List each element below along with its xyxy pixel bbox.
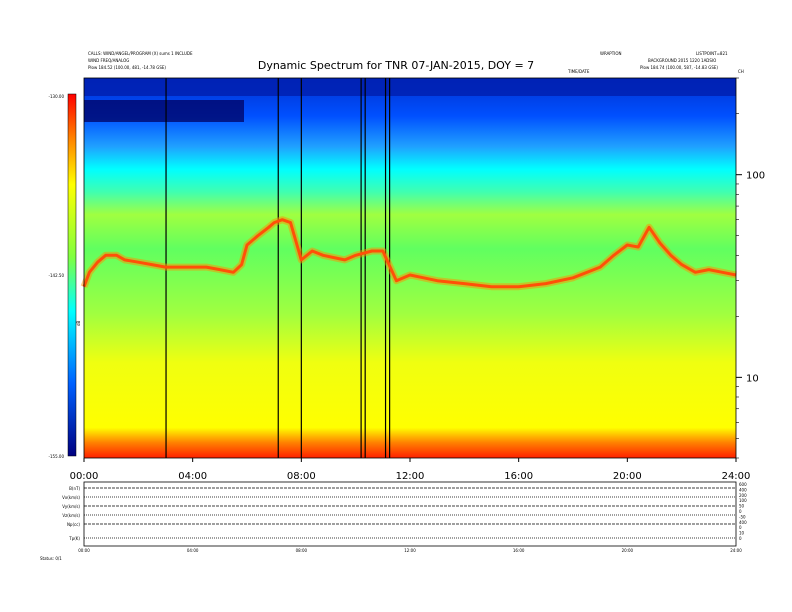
lower-footer: Status: 0/1: [40, 556, 62, 561]
lower-right-label-0: 600: [739, 482, 747, 487]
lower-row-label-4: Np(cc): [67, 522, 80, 527]
lower-right-label-7: 400: [739, 520, 747, 525]
header-center-small: TIME/DATE: [567, 69, 590, 74]
lower-x-tick-label-4: 16:00: [513, 548, 525, 553]
x-tick-label-5: 20:00: [613, 471, 642, 482]
colorbar-tick-top: -130.00: [49, 94, 65, 99]
lower-right-label-9: 10: [739, 531, 745, 536]
header-left-line-3: Plow 184.52 (100.00, 481, -14.78 GSE): [88, 65, 166, 70]
lower-x-tick-label-2: 08:00: [296, 548, 308, 553]
lower-x-tick-label-5: 20:00: [622, 548, 634, 553]
lower-row-label-2: Vy(km/s): [62, 504, 80, 509]
x-tick-label-0: 00:00: [70, 471, 99, 482]
lower-row-label-5: Tp(K): [68, 536, 80, 541]
lower-right-label-1: 400: [739, 487, 747, 492]
colorbar-tick-mid: -142.50: [49, 273, 65, 278]
header-right-line-4: Plow 184.74 (100.00, 587, -14.83 GSE): [640, 65, 718, 70]
colorbar-label: dB: [76, 320, 81, 326]
lower-right-label-2: 200: [739, 493, 747, 498]
chart-title: Dynamic Spectrum for TNR 07-JAN-2015, DO…: [258, 59, 534, 72]
header-right-line-1: WRAPTION: [600, 51, 621, 56]
x-tick-label-6: 24:00: [722, 471, 751, 482]
top-band-dark: [84, 78, 736, 96]
lower-panel-frame: [83, 481, 737, 547]
lower-row-label-3: Vz(km/s): [62, 513, 80, 518]
lower-x-tick-label-0: 00:00: [78, 548, 90, 553]
x-tick-label-4: 16:00: [504, 471, 533, 482]
corner-tag: CH: [738, 69, 744, 74]
lower-right-label-6: -50: [739, 514, 746, 519]
header-left-line-2: WIND FREQ/ANALOG: [88, 58, 129, 63]
lower-x-tick-label-1: 04:00: [187, 548, 199, 553]
lower-row-label-0: B(nT): [69, 486, 80, 491]
header-right-line-2: LISTPOINT=821: [696, 51, 728, 56]
lower-x-tick-label-6: 24:00: [730, 548, 742, 553]
lower-right-label-5: 0: [739, 509, 742, 514]
lower-right-label-8: 0: [739, 525, 742, 530]
x-tick-label-1: 04:00: [178, 471, 207, 482]
lower-right-label-10: 0: [739, 536, 742, 541]
lower-row-label-1: Vx(km/s): [62, 495, 80, 500]
header-right-line-3: BACKGROUND 2015 1220 1ADSIO: [648, 58, 716, 63]
lower-x-tick-label-3: 12:00: [404, 548, 416, 553]
x-tick-label-2: 08:00: [287, 471, 316, 482]
header-left-line-1: CALLS: WIND/ANGEL/PROGRAM (X) sums 1 INC…: [88, 51, 193, 56]
colorbar: [67, 93, 77, 457]
top-band-dark-2: [84, 100, 244, 122]
lower-right-label-4: 50: [739, 504, 745, 509]
lower-right-label-3: 100: [739, 498, 747, 503]
colorbar-tick-bottom: -155.00: [49, 454, 65, 459]
y-tick-label-0: 100: [746, 171, 765, 182]
x-tick-label-3: 12:00: [396, 471, 425, 482]
plasma-line-halo: [80, 216, 737, 291]
y-tick-label-1: 10: [746, 373, 759, 384]
